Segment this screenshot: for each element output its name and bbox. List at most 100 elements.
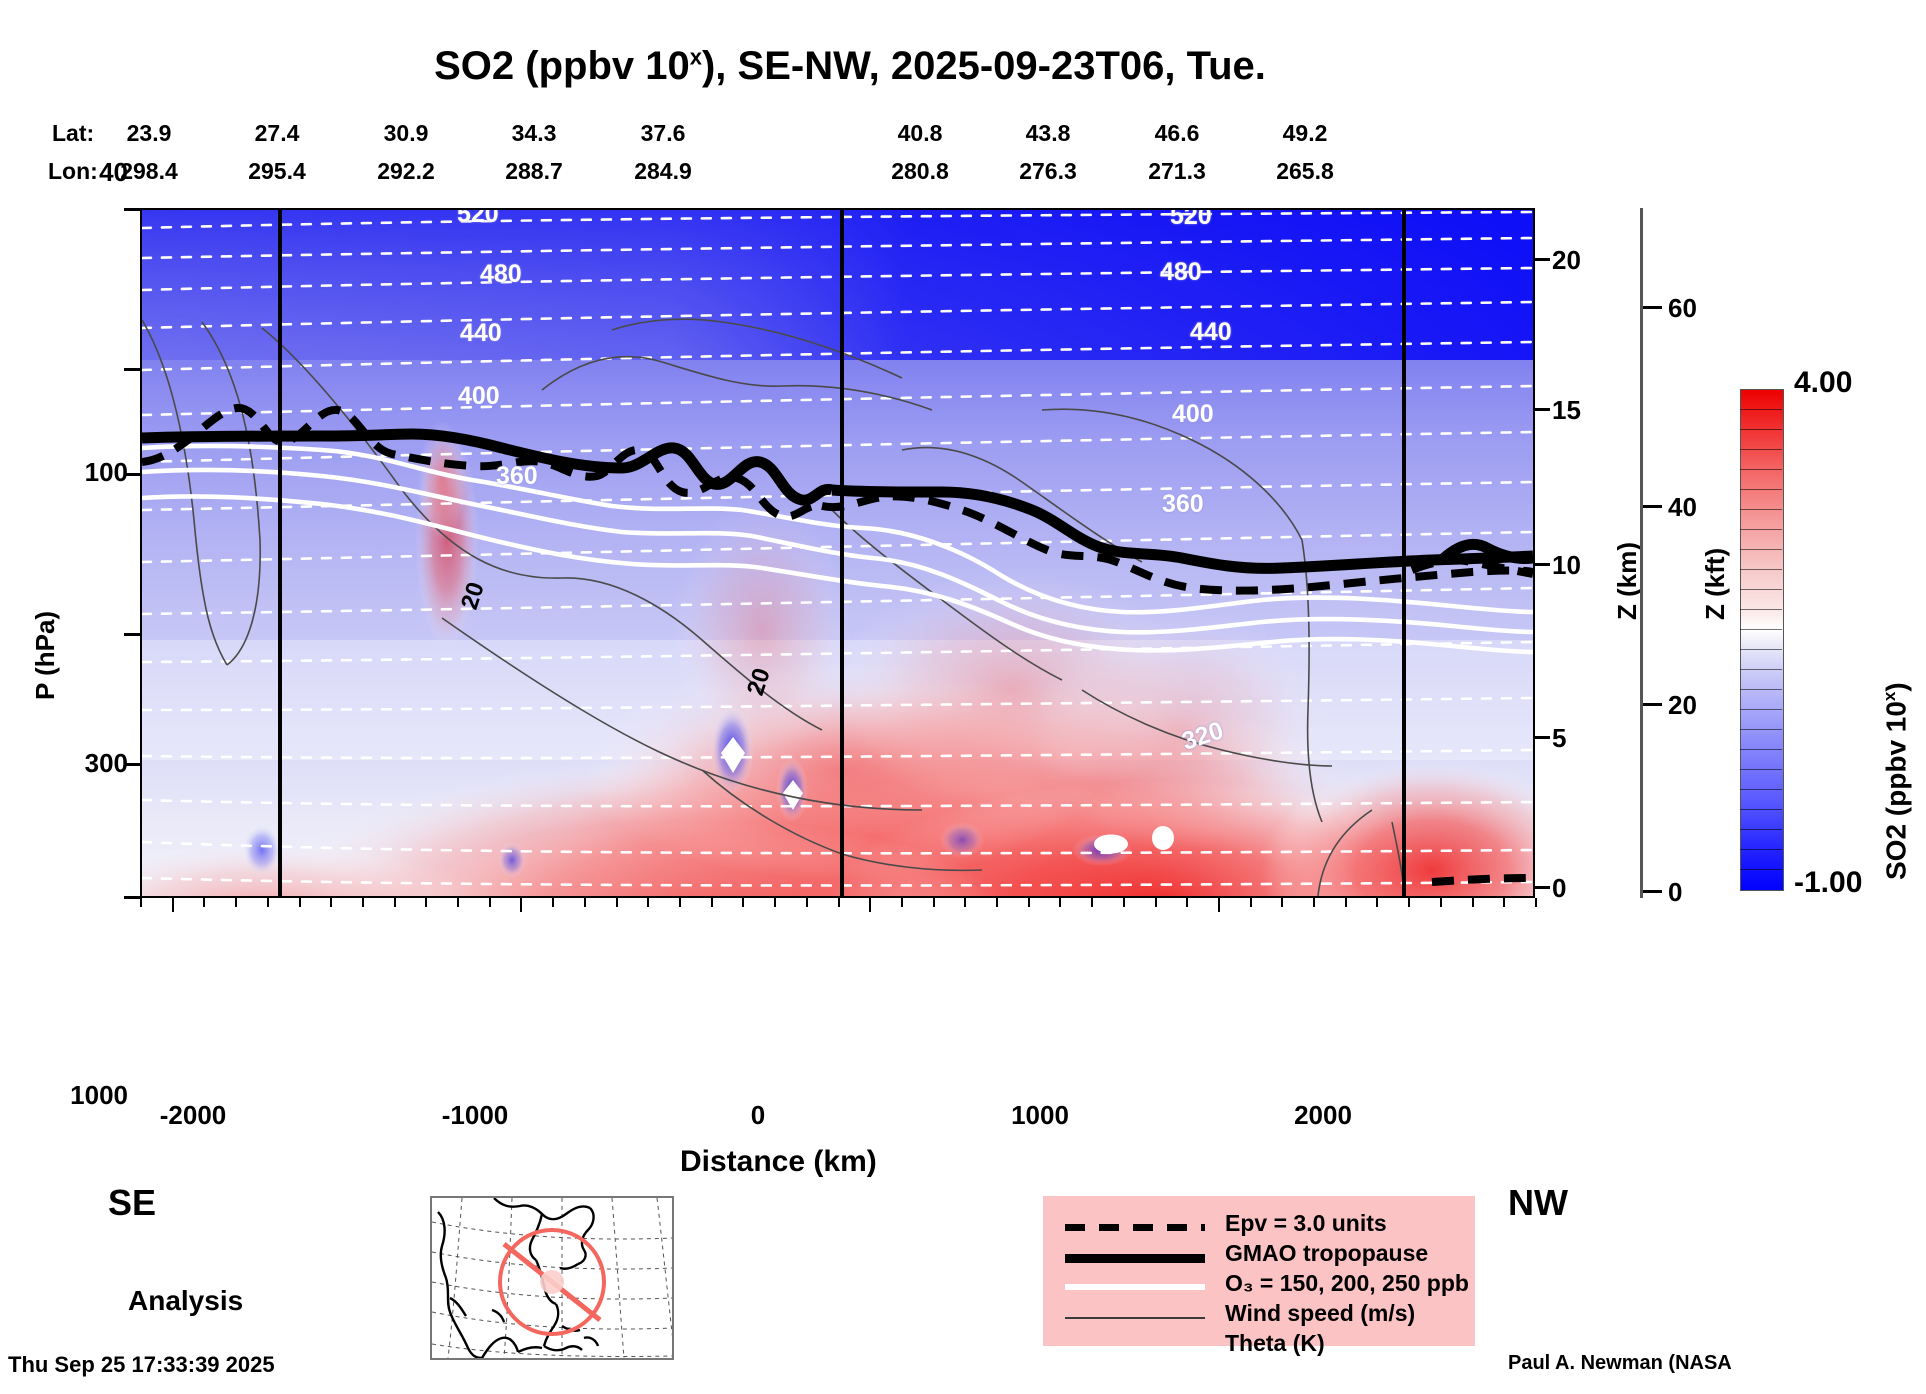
- colorbar[interactable]: [1740, 389, 1784, 891]
- z-kft-tick-label: 40: [1668, 492, 1697, 522]
- axis-tick: [1535, 886, 1550, 889]
- theta-label: 480: [1160, 258, 1202, 286]
- x-axis-tick: [1217, 898, 1220, 912]
- colorbar-tick: [1740, 669, 1782, 670]
- colorbar-tick: [1740, 809, 1782, 810]
- lon-value: 295.4: [248, 158, 306, 184]
- x-axis-tick: [1408, 898, 1411, 907]
- colorbar-tick: [1740, 869, 1782, 870]
- transect-midpoint: [540, 1270, 564, 1294]
- theta-label: 520: [457, 208, 499, 228]
- colorbar-min-label: -1.00: [1794, 866, 1863, 899]
- theta-line-swatch: [1065, 1347, 1205, 1351]
- lat-value: 40.8: [897, 120, 943, 146]
- axis-tick: [1535, 258, 1550, 261]
- lon-value: 276.3: [1019, 158, 1077, 184]
- x-axis-tick: [805, 898, 808, 907]
- x-axis-tick: [932, 898, 935, 907]
- x-axis-tick: [1503, 898, 1506, 907]
- lon-value: 271.3: [1148, 158, 1206, 184]
- locator-map-svg: [431, 1197, 676, 1360]
- legend-box[interactable]: Epv = 3.0 units GMAO tropopause O₃ = 150…: [1043, 1196, 1475, 1356]
- page-title: SO2 (ppbv 10x), SE-NW, 2025-09-23T06, Tu…: [0, 44, 1700, 89]
- colorbar-tick: [1740, 469, 1782, 470]
- axis-tick: [1643, 703, 1662, 706]
- locator-map[interactable]: [430, 1196, 676, 1360]
- x-axis-tick: [393, 898, 396, 907]
- x-axis-tick: [1186, 898, 1189, 907]
- ozone-line-swatch: [1065, 1284, 1205, 1290]
- lat-value: 34.3: [511, 120, 557, 146]
- axis-tick: [1643, 505, 1662, 508]
- legend-item-epv[interactable]: Epv = 3.0 units: [1043, 1210, 1475, 1242]
- lat-value: 37.6: [640, 120, 686, 146]
- y-axis-title: P (hPa): [30, 610, 60, 700]
- x-axis-tick: [235, 898, 238, 907]
- colorbar-tick: [1740, 509, 1782, 510]
- x-axis-tick: [1281, 898, 1284, 907]
- x-axis-tick: [1313, 898, 1316, 907]
- legend-item-wind[interactable]: Wind speed (m/s): [1043, 1300, 1475, 1332]
- epv-line-swatch: [1065, 1224, 1205, 1231]
- z-km-tick-label: 20: [1552, 245, 1581, 275]
- x-axis-tick: [837, 898, 840, 907]
- x-axis-tick-label: -2000: [159, 1100, 227, 1130]
- wind-speed-contours: [142, 318, 1405, 896]
- colorbar-tick: [1740, 769, 1782, 770]
- x-axis-tick: [1249, 898, 1252, 907]
- colorbar-tick: [1740, 649, 1782, 650]
- x-axis-tick: [1122, 898, 1125, 907]
- theta-label: 440: [1190, 318, 1232, 346]
- axis-tick: [1535, 736, 1550, 739]
- legend-item-ozone[interactable]: O₃ = 150, 200, 250 ppb: [1043, 1270, 1475, 1302]
- x-axis-tick: [552, 898, 555, 907]
- legend-label: Theta (K): [1225, 1330, 1325, 1356]
- colorbar-max-label: 4.00: [1794, 366, 1853, 399]
- z-km-tick-label: 15: [1552, 395, 1581, 425]
- legend-label: GMAO tropopause: [1225, 1240, 1429, 1266]
- axis-tick: [124, 208, 140, 211]
- legend-item-tropopause[interactable]: GMAO tropopause: [1043, 1240, 1475, 1272]
- colorbar-tick: [1740, 529, 1782, 530]
- x-axis-tick: [1059, 898, 1062, 907]
- x-axis-tick-label: 0: [750, 1100, 766, 1130]
- axis-tick: [124, 368, 140, 371]
- lon-value: 288.7: [505, 158, 563, 184]
- axis-tick: [124, 473, 140, 476]
- x-axis-tick: [266, 898, 269, 907]
- legend-label: O₃ = 150, 200, 250 ppb: [1225, 1270, 1469, 1296]
- x-axis-tick: [203, 898, 206, 907]
- x-axis-tick: [710, 898, 713, 907]
- direction-label-nw: NW: [1508, 1182, 1568, 1223]
- x-axis-tick: [298, 898, 301, 907]
- lat-value: 43.8: [1025, 120, 1071, 146]
- z-kft-tick-label: 20: [1668, 690, 1697, 720]
- lat-value: 49.2: [1282, 120, 1328, 146]
- lat-value: 27.4: [254, 120, 300, 146]
- lat-row-label: Lat:: [52, 120, 95, 146]
- colorbar-title-prefix: SO2 (ppbv 10: [1880, 701, 1912, 880]
- x-axis-tick: [774, 898, 777, 907]
- theta-label: 440: [460, 319, 502, 347]
- title-exponent: x: [689, 44, 702, 70]
- colorbar-tick: [1740, 569, 1782, 570]
- timestamp-label: Thu Sep 25 17:33:39 2025: [8, 1352, 275, 1377]
- axis-tick: [1535, 408, 1550, 411]
- cross-section-plot[interactable]: 520 480 440 400 360 520 480 440 400 360 …: [140, 208, 1535, 898]
- colorbar-title-suffix: ): [1880, 682, 1912, 692]
- colorbar-tick: [1740, 749, 1782, 750]
- theta-label: 400: [458, 382, 500, 410]
- x-axis-tick: [1439, 898, 1442, 907]
- z-km-tick-label: 10: [1552, 550, 1581, 580]
- legend-label: Epv = 3.0 units: [1225, 1210, 1387, 1236]
- x-axis-tick: [457, 898, 460, 907]
- x-axis-tick: [1154, 898, 1157, 907]
- colorbar-tick: [1740, 609, 1782, 610]
- x-axis-tick: [488, 898, 491, 907]
- x-axis-tick: [1091, 898, 1094, 907]
- colorbar-tick: [1740, 449, 1782, 450]
- colorbar-tick: [1740, 829, 1782, 830]
- legend-item-theta[interactable]: Theta (K): [1043, 1330, 1475, 1362]
- x-axis-tick: [678, 898, 681, 907]
- theta-contours: [142, 210, 1533, 887]
